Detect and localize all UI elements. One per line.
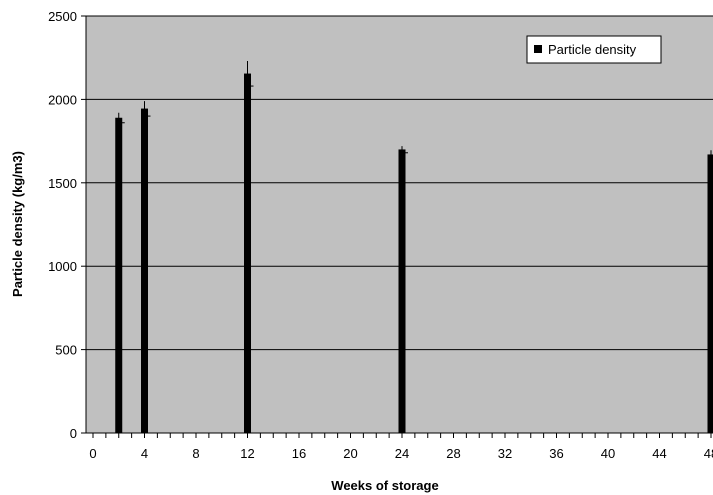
x-tick-labels: 04812162024283236404448 — [89, 446, 713, 461]
x-tick-label: 48 — [704, 446, 713, 461]
legend-swatch — [534, 45, 542, 53]
axes — [81, 15, 713, 438]
x-tick-label: 8 — [192, 446, 199, 461]
legend-label: Particle density — [548, 42, 637, 57]
x-tick-label: 28 — [446, 446, 460, 461]
bar — [244, 73, 251, 434]
x-tick-label: 0 — [89, 446, 96, 461]
bar — [707, 154, 713, 433]
y-tick-label: 1500 — [48, 176, 77, 191]
x-tick-label: 44 — [652, 446, 666, 461]
legend: Particle density — [526, 35, 662, 64]
legend-box — [526, 35, 662, 64]
x-tick-label: 12 — [240, 446, 254, 461]
bar — [141, 108, 148, 433]
x-axis-title: Weeks of storage — [331, 478, 438, 493]
y-tick-label: 2500 — [48, 9, 77, 24]
y-tick-label: 500 — [55, 343, 77, 358]
bars — [115, 61, 713, 434]
x-tick-label: 16 — [292, 446, 306, 461]
x-tick-label: 32 — [498, 446, 512, 461]
x-tick-label: 4 — [141, 446, 148, 461]
y-tick-label: 0 — [70, 426, 77, 441]
bar — [115, 117, 123, 434]
x-tick-label: 36 — [549, 446, 563, 461]
x-tick-label: 20 — [343, 446, 357, 461]
y-axis-title: Particle density (kg/m3) — [10, 151, 25, 297]
y-tick-label: 2000 — [48, 92, 77, 107]
y-tick-label: 1000 — [48, 259, 77, 274]
x-tick-label: 40 — [601, 446, 615, 461]
y-tick-labels: 0 500 1000 1500 2000 2500 — [48, 9, 77, 441]
x-tick-label: 24 — [395, 446, 409, 461]
bar — [398, 149, 406, 433]
